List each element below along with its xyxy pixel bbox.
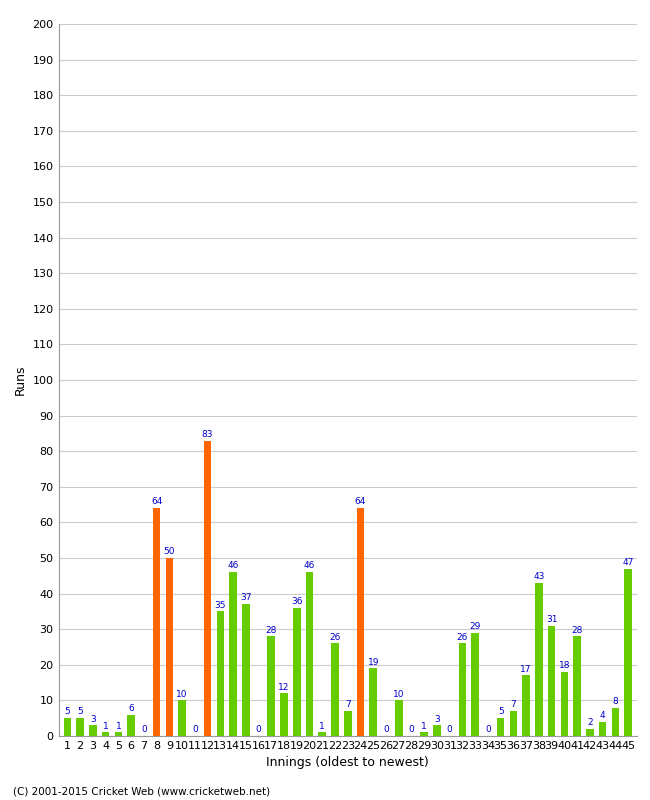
- Text: 2: 2: [587, 718, 593, 727]
- Text: 46: 46: [227, 562, 239, 570]
- Text: 1: 1: [116, 722, 122, 730]
- Text: 5: 5: [64, 707, 70, 717]
- Text: 29: 29: [469, 622, 481, 631]
- Text: 4: 4: [600, 711, 605, 720]
- Text: 0: 0: [255, 726, 261, 734]
- Bar: [535, 583, 543, 736]
- Text: 46: 46: [304, 562, 315, 570]
- Text: 5: 5: [77, 707, 83, 717]
- Bar: [560, 672, 568, 736]
- Bar: [497, 718, 504, 736]
- Text: 8: 8: [612, 697, 618, 706]
- Text: 35: 35: [214, 601, 226, 610]
- Text: 64: 64: [151, 498, 162, 506]
- Bar: [76, 718, 84, 736]
- Bar: [267, 636, 275, 736]
- Bar: [102, 733, 109, 736]
- Bar: [459, 643, 466, 736]
- Text: (C) 2001-2015 Cricket Web (www.cricketweb.net): (C) 2001-2015 Cricket Web (www.cricketwe…: [13, 786, 270, 796]
- Bar: [293, 608, 300, 736]
- Text: 18: 18: [558, 661, 570, 670]
- Bar: [89, 726, 97, 736]
- Bar: [332, 643, 339, 736]
- Text: 12: 12: [278, 682, 290, 691]
- Text: 3: 3: [90, 714, 96, 723]
- Text: 43: 43: [533, 572, 545, 581]
- Bar: [599, 722, 606, 736]
- Bar: [64, 718, 72, 736]
- Text: 5: 5: [498, 707, 504, 717]
- Text: 10: 10: [393, 690, 404, 698]
- Bar: [114, 733, 122, 736]
- Text: 7: 7: [510, 700, 516, 710]
- Bar: [203, 441, 211, 736]
- X-axis label: Innings (oldest to newest): Innings (oldest to newest): [266, 757, 429, 770]
- Text: 19: 19: [367, 658, 379, 666]
- Bar: [510, 711, 517, 736]
- Bar: [433, 726, 441, 736]
- Bar: [280, 694, 288, 736]
- Bar: [229, 572, 237, 736]
- Bar: [471, 633, 479, 736]
- Bar: [242, 604, 250, 736]
- Text: 64: 64: [355, 498, 366, 506]
- Bar: [166, 558, 173, 736]
- Text: 6: 6: [128, 704, 134, 713]
- Text: 28: 28: [571, 626, 583, 634]
- Bar: [178, 701, 186, 736]
- Bar: [357, 508, 364, 736]
- Bar: [153, 508, 161, 736]
- Text: 0: 0: [447, 726, 452, 734]
- Text: 50: 50: [164, 547, 175, 556]
- Text: 17: 17: [521, 665, 532, 674]
- Text: 3: 3: [434, 714, 440, 723]
- Text: 36: 36: [291, 597, 302, 606]
- Bar: [395, 701, 402, 736]
- Text: 47: 47: [623, 558, 634, 567]
- Text: 0: 0: [409, 726, 414, 734]
- Text: 0: 0: [383, 726, 389, 734]
- Bar: [624, 569, 632, 736]
- Text: 31: 31: [546, 615, 558, 624]
- Bar: [421, 733, 428, 736]
- Text: 0: 0: [192, 726, 198, 734]
- Text: 7: 7: [345, 700, 350, 710]
- Text: 1: 1: [103, 722, 109, 730]
- Bar: [523, 675, 530, 736]
- Text: 28: 28: [266, 626, 277, 634]
- Bar: [306, 572, 313, 736]
- Text: 1: 1: [319, 722, 325, 730]
- Text: 26: 26: [457, 633, 468, 642]
- Bar: [216, 611, 224, 736]
- Text: 37: 37: [240, 594, 252, 602]
- Text: 83: 83: [202, 430, 213, 438]
- Bar: [344, 711, 352, 736]
- Bar: [612, 707, 619, 736]
- Text: 0: 0: [141, 726, 147, 734]
- Bar: [318, 733, 326, 736]
- Bar: [127, 714, 135, 736]
- Bar: [548, 626, 556, 736]
- Text: 0: 0: [485, 726, 491, 734]
- Bar: [586, 729, 593, 736]
- Y-axis label: Runs: Runs: [14, 365, 27, 395]
- Bar: [573, 636, 581, 736]
- Text: 10: 10: [176, 690, 188, 698]
- Bar: [369, 668, 377, 736]
- Text: 1: 1: [421, 722, 427, 730]
- Text: 26: 26: [330, 633, 341, 642]
